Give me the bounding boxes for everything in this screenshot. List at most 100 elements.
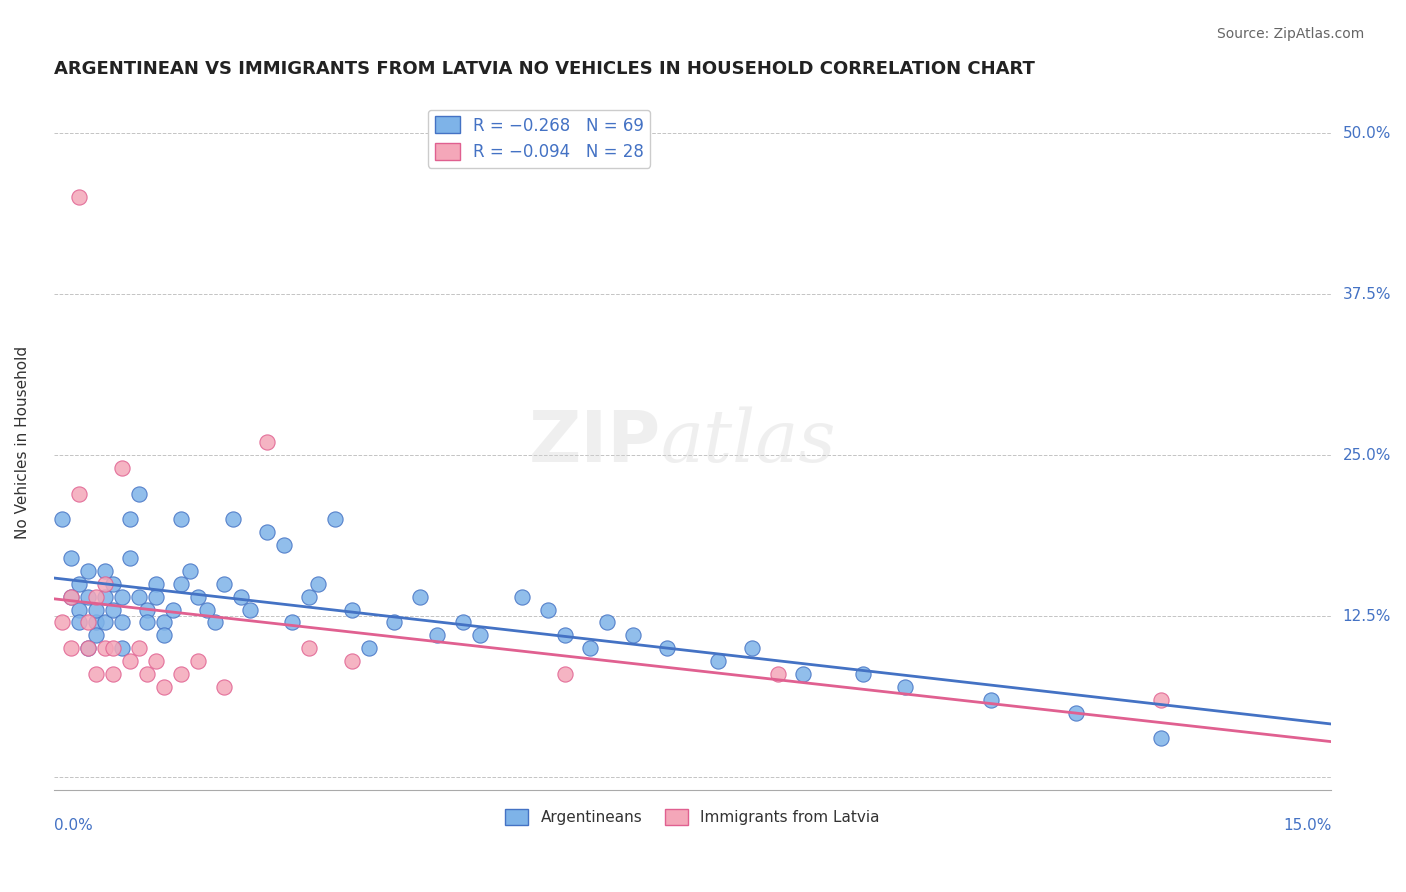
- Y-axis label: No Vehicles in Household: No Vehicles in Household: [15, 345, 30, 539]
- Point: [76, 641, 98, 656]
- Point: [76, 590, 98, 604]
- Point: [204, 615, 226, 630]
- Point: [84, 602, 107, 616]
- Point: [212, 680, 235, 694]
- Point: [153, 615, 176, 630]
- Text: 15.0%: 15.0%: [1284, 818, 1331, 833]
- Point: [67, 486, 90, 500]
- Point: [103, 641, 125, 656]
- Point: [128, 590, 150, 604]
- Text: ZIP: ZIP: [529, 408, 661, 476]
- Point: [93, 641, 115, 656]
- Point: [84, 590, 107, 604]
- Text: 25.0%: 25.0%: [1343, 448, 1391, 463]
- Point: [792, 667, 814, 681]
- Point: [537, 602, 560, 616]
- Point: [145, 577, 167, 591]
- Point: [76, 615, 98, 630]
- Point: [894, 680, 917, 694]
- Point: [145, 654, 167, 668]
- Point: [128, 486, 150, 500]
- Text: 37.5%: 37.5%: [1343, 286, 1391, 301]
- Point: [93, 577, 115, 591]
- Point: [153, 680, 176, 694]
- Point: [451, 615, 474, 630]
- Text: 12.5%: 12.5%: [1343, 608, 1391, 624]
- Text: Source: ZipAtlas.com: Source: ZipAtlas.com: [1216, 27, 1364, 41]
- Point: [136, 602, 159, 616]
- Point: [120, 654, 142, 668]
- Point: [655, 641, 678, 656]
- Point: [76, 641, 98, 656]
- Point: [51, 512, 73, 526]
- Point: [84, 615, 107, 630]
- Point: [170, 577, 193, 591]
- Point: [170, 512, 193, 526]
- Point: [229, 590, 252, 604]
- Point: [59, 641, 82, 656]
- Point: [621, 628, 644, 642]
- Point: [111, 590, 134, 604]
- Point: [93, 590, 115, 604]
- Point: [426, 628, 449, 642]
- Point: [340, 654, 363, 668]
- Point: [238, 602, 260, 616]
- Point: [554, 628, 576, 642]
- Point: [707, 654, 730, 668]
- Point: [852, 667, 875, 681]
- Point: [1064, 706, 1087, 720]
- Point: [120, 551, 142, 566]
- Point: [307, 577, 329, 591]
- Point: [273, 538, 295, 552]
- Point: [256, 435, 278, 450]
- Point: [67, 602, 90, 616]
- Point: [59, 551, 82, 566]
- Point: [468, 628, 491, 642]
- Text: 0.0%: 0.0%: [53, 818, 93, 833]
- Point: [84, 628, 107, 642]
- Point: [128, 641, 150, 656]
- Point: [187, 654, 209, 668]
- Text: 50.0%: 50.0%: [1343, 126, 1391, 141]
- Point: [409, 590, 432, 604]
- Point: [136, 615, 159, 630]
- Point: [145, 590, 167, 604]
- Point: [298, 590, 321, 604]
- Point: [51, 615, 73, 630]
- Legend: Argentineans, Immigrants from Latvia: Argentineans, Immigrants from Latvia: [499, 803, 886, 831]
- Point: [382, 615, 405, 630]
- Text: atlas: atlas: [661, 407, 837, 477]
- Point: [741, 641, 763, 656]
- Point: [120, 512, 142, 526]
- Point: [67, 190, 90, 204]
- Point: [59, 590, 82, 604]
- Point: [766, 667, 789, 681]
- Point: [980, 692, 1002, 706]
- Point: [67, 577, 90, 591]
- Point: [153, 628, 176, 642]
- Text: ARGENTINEAN VS IMMIGRANTS FROM LATVIA NO VEHICLES IN HOUSEHOLD CORRELATION CHART: ARGENTINEAN VS IMMIGRANTS FROM LATVIA NO…: [53, 60, 1035, 78]
- Point: [111, 641, 134, 656]
- Point: [162, 602, 184, 616]
- Point: [93, 564, 115, 578]
- Point: [554, 667, 576, 681]
- Point: [136, 667, 159, 681]
- Point: [84, 667, 107, 681]
- Point: [93, 615, 115, 630]
- Point: [357, 641, 380, 656]
- Point: [510, 590, 533, 604]
- Point: [111, 461, 134, 475]
- Point: [111, 615, 134, 630]
- Point: [298, 641, 321, 656]
- Point: [256, 525, 278, 540]
- Point: [596, 615, 619, 630]
- Point: [1150, 692, 1173, 706]
- Point: [103, 577, 125, 591]
- Point: [340, 602, 363, 616]
- Point: [179, 564, 201, 578]
- Point: [323, 512, 346, 526]
- Point: [1150, 731, 1173, 746]
- Point: [212, 577, 235, 591]
- Point: [76, 564, 98, 578]
- Point: [59, 590, 82, 604]
